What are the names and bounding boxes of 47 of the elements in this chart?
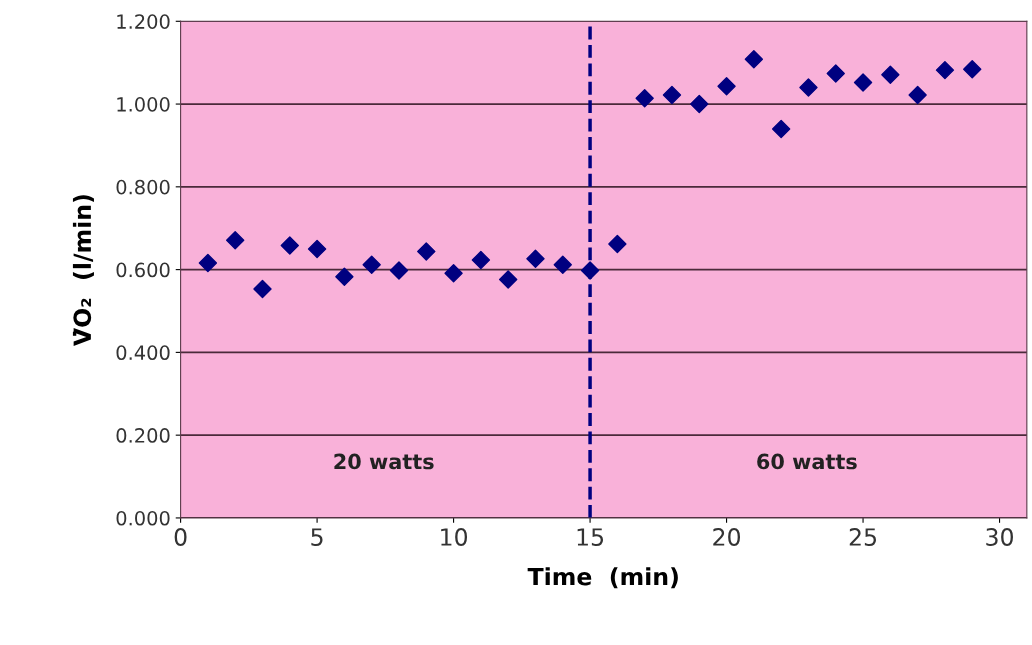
point (771, 119, 791, 139)
point (881, 65, 900, 84)
y-tick-label: 0.000 (116, 510, 170, 526)
point (908, 85, 927, 105)
point (853, 73, 873, 92)
x-tick-label: 0 (174, 528, 187, 546)
point (307, 239, 327, 259)
point (635, 89, 654, 108)
x-tick-label: 15 (577, 528, 604, 546)
point (826, 64, 845, 83)
annotation: 60 watts (757, 453, 857, 470)
point (662, 85, 682, 105)
point (553, 255, 572, 274)
y-tick-label: 0.200 (116, 428, 170, 443)
point (690, 94, 709, 114)
point (744, 50, 764, 69)
y-tick-label: 1.000 (117, 97, 170, 112)
point (526, 249, 545, 269)
point (335, 267, 354, 286)
point (471, 250, 491, 270)
point (935, 60, 955, 80)
point (280, 236, 299, 255)
point (799, 78, 818, 97)
x-tick-label: 10 (441, 528, 468, 546)
y-axis-title: V̇O₂ (l/min) (72, 195, 94, 346)
y-tick-label: 0.600 (116, 262, 170, 278)
x-tick-label: 20 (713, 528, 741, 546)
y-tick-label: 0.800 (116, 179, 170, 195)
point (444, 264, 463, 283)
point (608, 234, 627, 254)
point (498, 270, 518, 289)
annotation: 20 watts (334, 453, 434, 470)
point (253, 279, 272, 299)
point (580, 261, 600, 280)
point (389, 261, 409, 280)
point (717, 77, 736, 96)
point (225, 231, 245, 250)
y-tick-label: 1.200 (117, 14, 170, 29)
point (963, 60, 982, 79)
x-tick-label: 30 (986, 528, 1013, 546)
point (417, 242, 436, 261)
x-tick-label: 5 (311, 528, 323, 546)
point (198, 253, 218, 273)
point (362, 255, 381, 274)
x-tick-label: 25 (849, 528, 877, 546)
x-axis-title: Time (min) (527, 567, 678, 589)
y-tick-label: 0.400 (116, 345, 170, 361)
